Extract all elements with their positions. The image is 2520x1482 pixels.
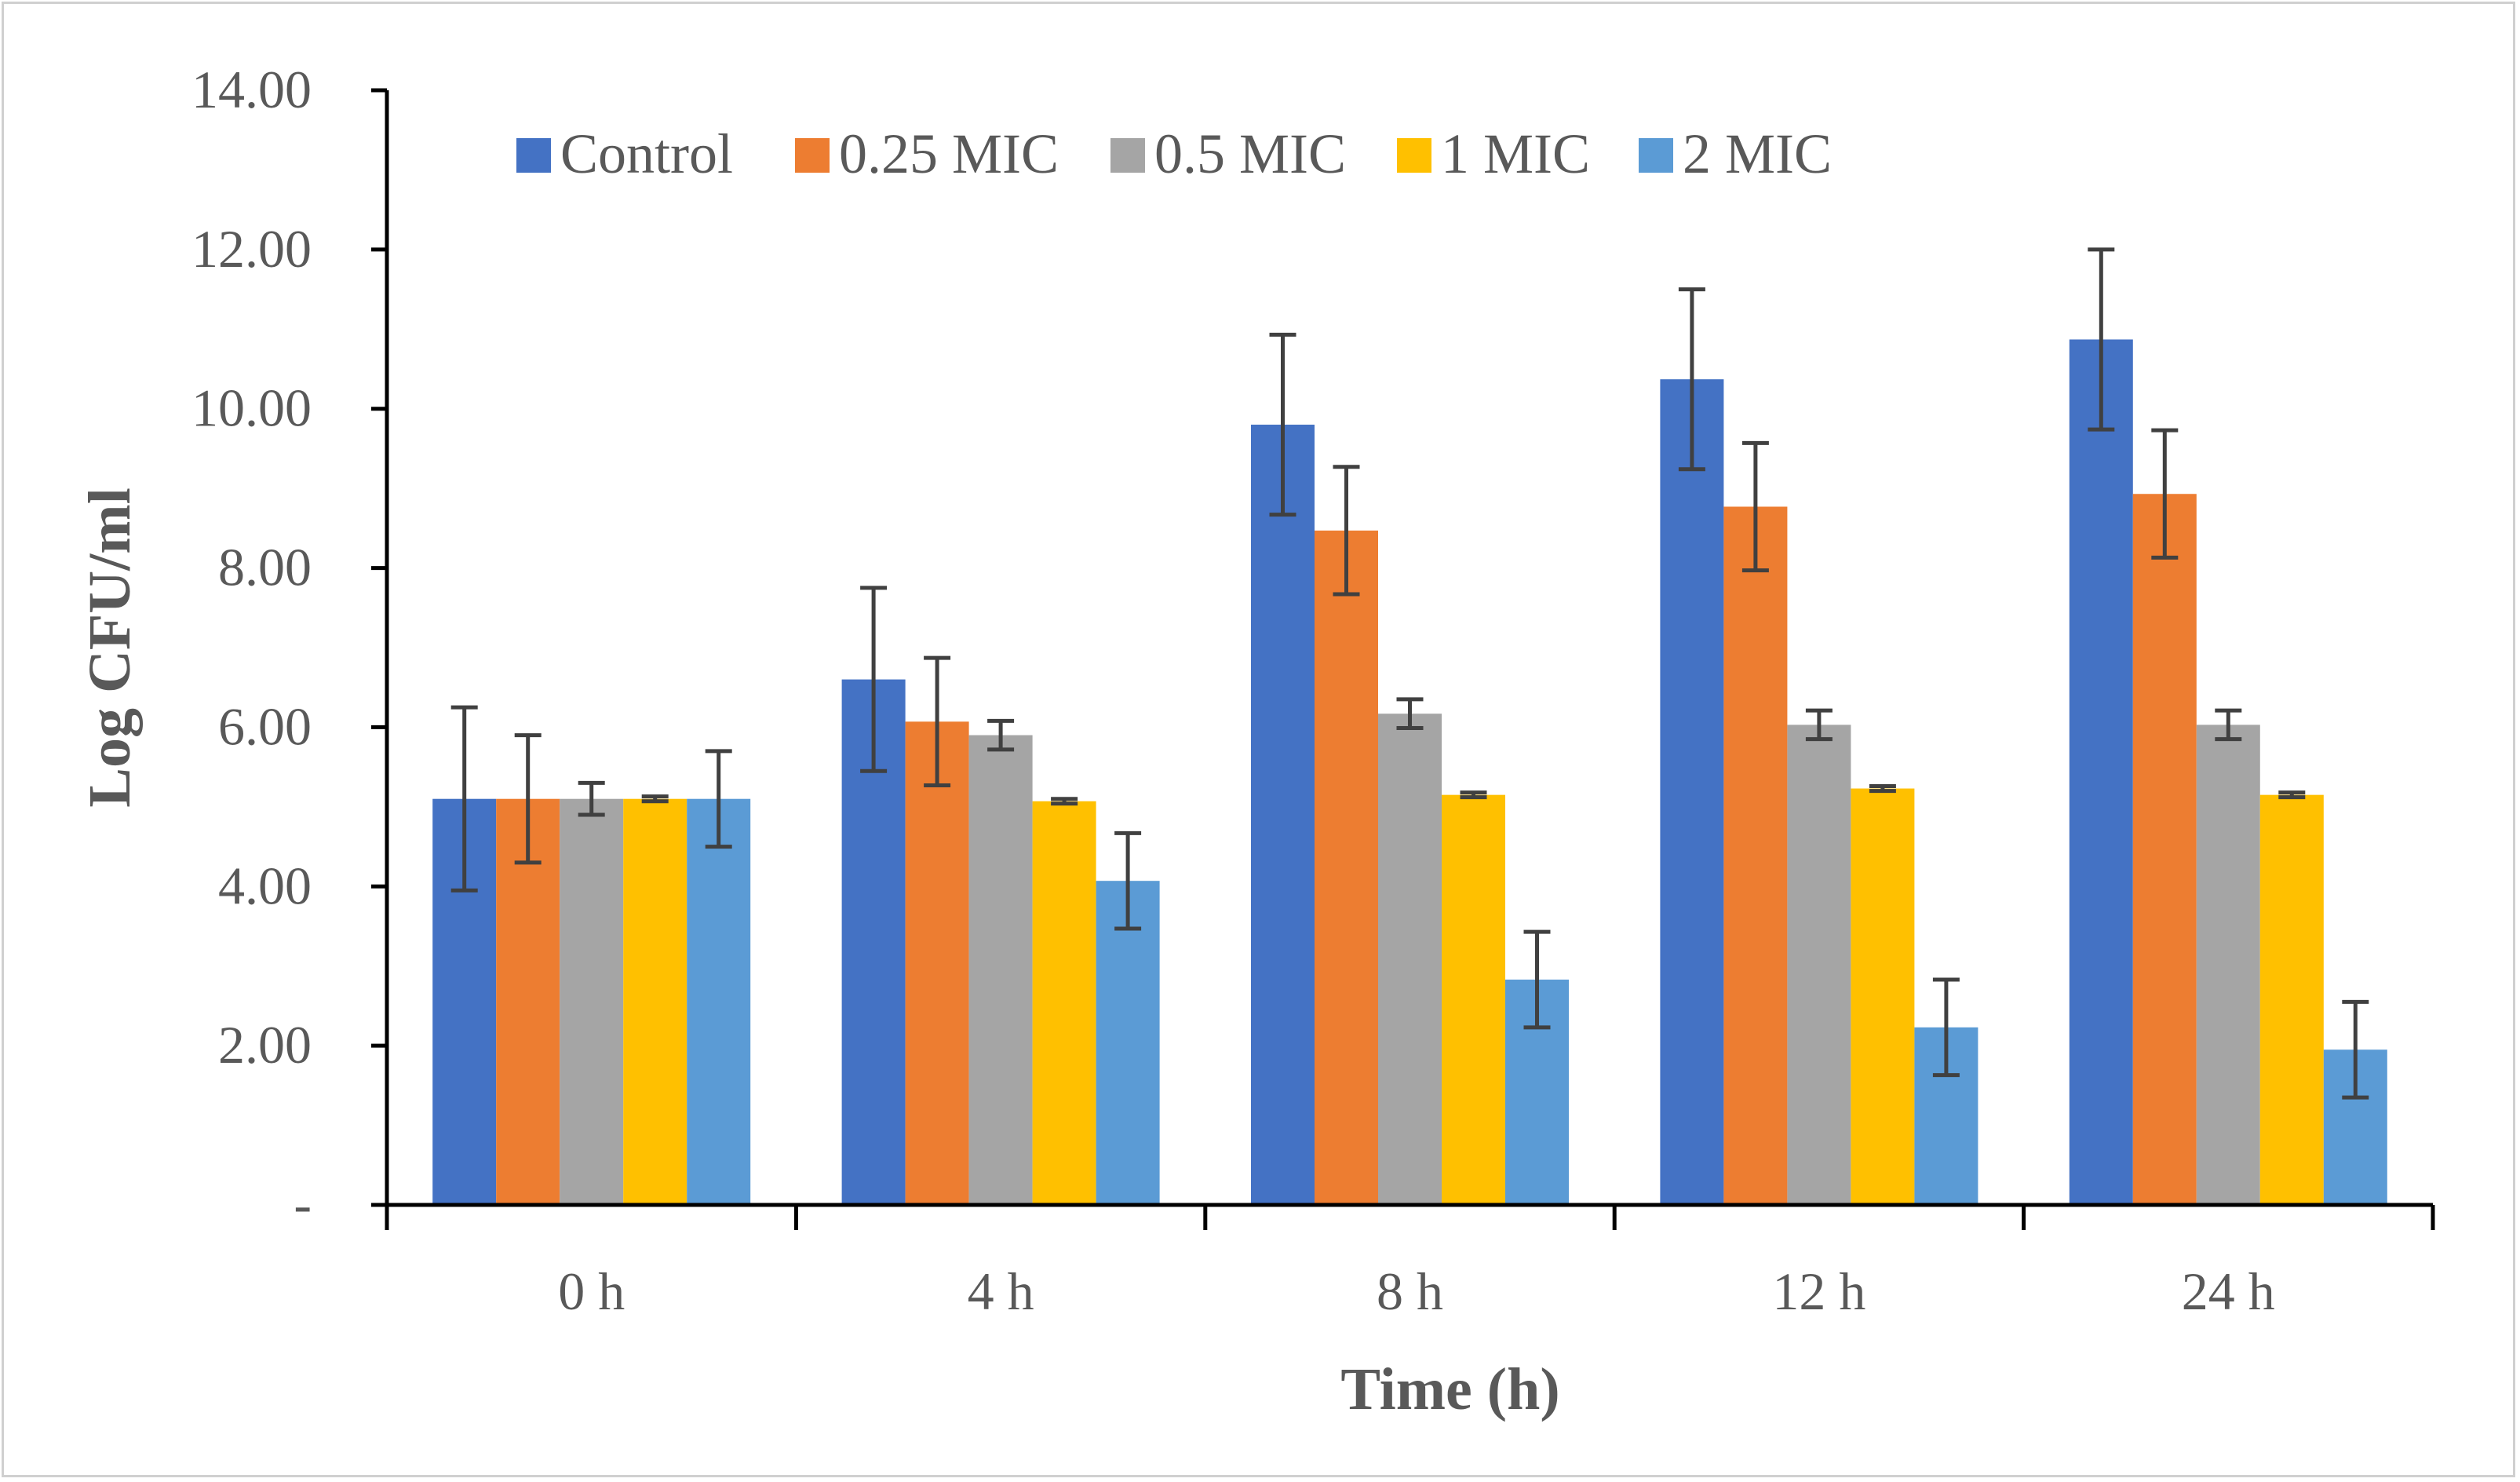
legend-item-0-25-mic: 0.25 MIC xyxy=(795,122,1059,185)
legend-swatch xyxy=(1397,138,1431,173)
bar-control-24h xyxy=(2069,339,2133,1205)
bar-control-8h xyxy=(1251,425,1315,1205)
error-bars-layer xyxy=(450,247,2369,1100)
x-tick-label: 12 h xyxy=(1772,1261,1865,1321)
y-tick-label: 4.00 xyxy=(218,856,312,915)
error-bar-0-5-mic-8h xyxy=(1396,697,1424,730)
y-tick-label: 10.00 xyxy=(191,378,312,438)
x-axis-title: Time (h) xyxy=(1340,1356,1559,1422)
error-bar-0-25-mic-12h xyxy=(1741,440,1769,573)
bar-2-mic-0h xyxy=(687,798,751,1205)
error-bar-0-25-mic-0h xyxy=(514,733,542,865)
legend: Control 0.25 MIC 0.5 MIC 1 MIC 2 MIC xyxy=(516,122,1832,185)
x-tick-label: 4 h xyxy=(968,1261,1034,1321)
error-bar-1-mic-24h xyxy=(2278,790,2306,800)
y-ticks-layer: - 2.00 4.00 6.00 8.00 10.00 12.00 14.00 xyxy=(191,60,387,1234)
error-bar-1-mic-12h xyxy=(1869,783,1896,794)
bar-0-25-mic-8h xyxy=(1315,530,1378,1205)
bar-control-12h xyxy=(1660,379,1724,1206)
bar-0-25-mic-12h xyxy=(1723,506,1788,1205)
bar-0-5-mic-4h xyxy=(968,735,1033,1205)
error-bar-1-mic-0h xyxy=(641,794,669,804)
x-ticks-layer: 0 h 4 h 8 h 12 h 24 h xyxy=(385,1205,2435,1321)
error-bar-control-4h xyxy=(860,586,888,773)
error-bar-2-mic-12h xyxy=(1932,977,1960,1078)
error-bar-0-5-mic-12h xyxy=(1805,708,1833,742)
y-tick-label: 2.00 xyxy=(218,1015,312,1075)
bar-0-25-mic-24h xyxy=(2132,494,2197,1205)
bar-1-mic-4h xyxy=(1032,801,1096,1205)
bar-1-mic-0h xyxy=(623,798,687,1205)
x-tick-label: 24 h xyxy=(2182,1261,2275,1321)
legend-label: Control xyxy=(560,122,733,185)
y-tick-label: 8.00 xyxy=(218,538,312,597)
legend-swatch xyxy=(1110,138,1145,173)
legend-label: 2 MIC xyxy=(1683,122,1832,185)
error-bar-2-mic-0h xyxy=(705,749,732,849)
legend-item-1-mic: 1 MIC xyxy=(1397,122,1590,185)
legend-swatch xyxy=(516,138,551,173)
y-tick-label: 12.00 xyxy=(191,219,312,279)
legend-label: 0.25 MIC xyxy=(839,122,1059,185)
legend-item-control: Control xyxy=(516,122,733,185)
bar-0-5-mic-24h xyxy=(2196,725,2260,1205)
error-bar-2-mic-4h xyxy=(1114,830,1142,931)
error-bar-2-mic-8h xyxy=(1523,929,1551,1030)
legend-item-0-5-mic: 0.5 MIC xyxy=(1110,122,1346,185)
error-bar-0-25-mic-24h xyxy=(2151,428,2179,560)
error-bar-0-5-mic-0h xyxy=(578,780,605,817)
error-bar-control-12h xyxy=(1678,287,1705,472)
y-tick-label: - xyxy=(294,1174,312,1234)
bar-1-mic-24h xyxy=(2259,794,2324,1205)
error-bar-1-mic-4h xyxy=(1051,797,1078,806)
axes-layer xyxy=(385,90,2433,1207)
x-tick-label: 0 h xyxy=(558,1261,625,1321)
error-bar-0-5-mic-24h xyxy=(2215,708,2242,742)
x-tick-label: 8 h xyxy=(1377,1261,1443,1321)
error-bar-control-8h xyxy=(1269,332,1296,517)
error-bar-1-mic-8h xyxy=(1460,790,1487,800)
bar-0-5-mic-8h xyxy=(1378,714,1442,1205)
bar-2-mic-4h xyxy=(1096,881,1160,1205)
error-bar-0-25-mic-4h xyxy=(924,655,951,787)
legend-item-2-mic: 2 MIC xyxy=(1639,122,1832,185)
error-bar-0-5-mic-4h xyxy=(987,718,1015,752)
bar-0-25-mic-0h xyxy=(496,798,560,1205)
y-tick-label: 14.00 xyxy=(191,60,312,119)
bar-1-mic-12h xyxy=(1851,788,1915,1205)
legend-swatch xyxy=(1639,138,1673,173)
error-bar-control-0h xyxy=(450,705,478,892)
error-bar-0-25-mic-8h xyxy=(1333,465,1360,597)
y-tick-label: 6.00 xyxy=(218,696,312,756)
bars-layer xyxy=(432,339,2387,1206)
error-bar-2-mic-24h xyxy=(2342,999,2369,1100)
bar-1-mic-8h xyxy=(1442,794,1505,1205)
bar-0-5-mic-12h xyxy=(1787,725,1851,1205)
legend-swatch xyxy=(795,138,830,173)
bar-0-5-mic-0h xyxy=(560,798,624,1205)
error-bar-control-24h xyxy=(2088,247,2115,432)
legend-label: 1 MIC xyxy=(1441,122,1590,185)
legend-label: 0.5 MIC xyxy=(1154,122,1346,185)
y-axis-title: Log CFU/ml xyxy=(77,487,143,807)
bar-0-25-mic-4h xyxy=(905,721,969,1205)
